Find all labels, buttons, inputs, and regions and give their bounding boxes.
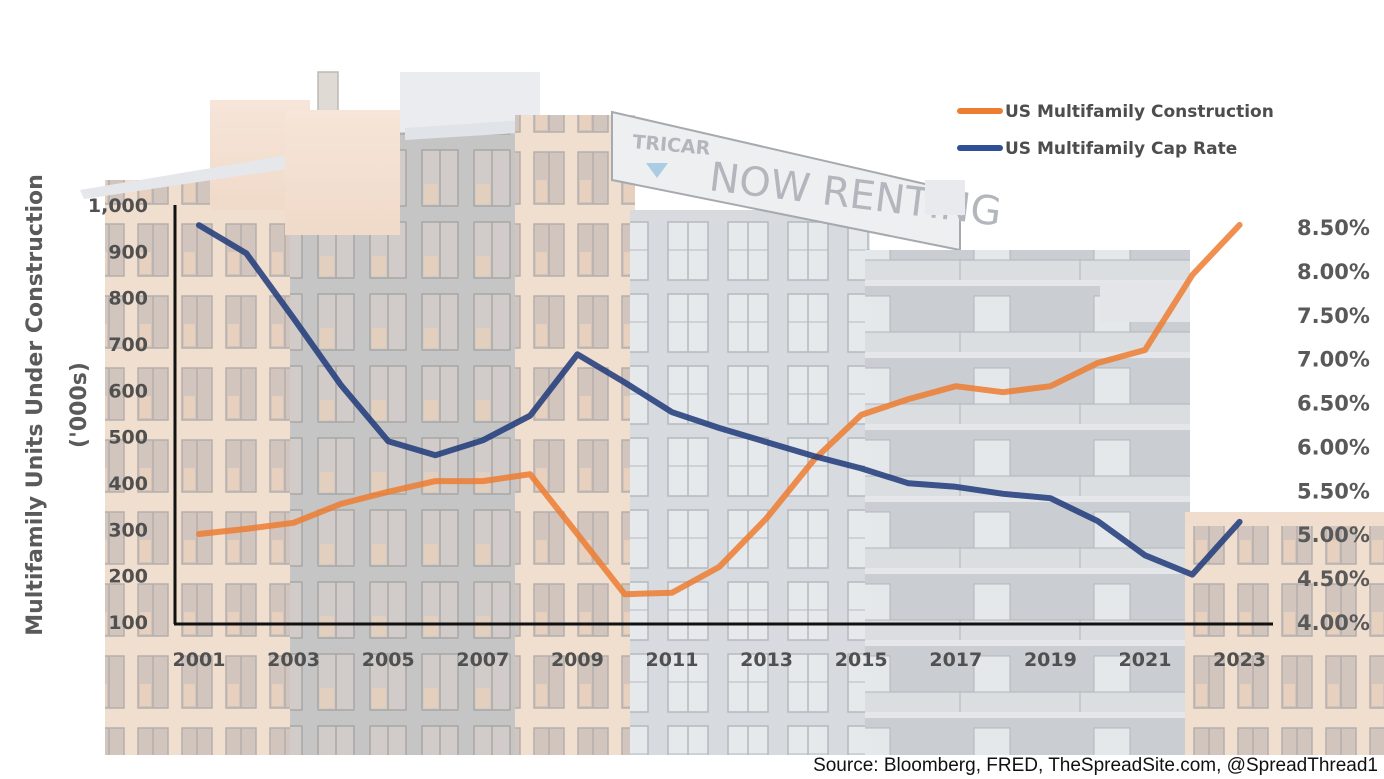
y-tick-label: 500 <box>108 427 148 449</box>
x-tick-label: 2003 <box>267 649 320 671</box>
x-tick-label: 2019 <box>1024 649 1077 671</box>
y-tick-label: 100 <box>108 612 148 634</box>
svg-text:('000s): ('000s) <box>67 362 92 448</box>
y-tick-label: 800 <box>108 288 148 310</box>
x-tick-label: 2017 <box>929 649 982 671</box>
y-tick-label: 700 <box>108 334 148 356</box>
y2-tick-label: 4.00% <box>1297 611 1370 635</box>
x-axis-labels: 2001 2003 2005 2007 2009 2011 2013 2015 2017 2019… <box>173 649 1266 671</box>
y2-tick-label: 7.00% <box>1297 348 1370 372</box>
y2-tick-label: 6.50% <box>1297 392 1370 416</box>
svg-text:US Multifamily Construction: US Multifamily Construction <box>1005 102 1274 122</box>
source-caption: Source: Bloomberg, FRED, TheSpreadSite.c… <box>813 755 1378 776</box>
x-tick-label: 2015 <box>835 649 888 671</box>
x-tick-label: 2001 <box>173 649 226 671</box>
x-tick-label: 2021 <box>1119 649 1172 671</box>
series-line-cap-rate <box>196 222 1243 578</box>
series-line-construction <box>196 221 1243 598</box>
y2-tick-label: 5.50% <box>1297 479 1370 503</box>
legend: US Multifamily Construction US Multifami… <box>957 102 1274 159</box>
y2-tick-label: 6.00% <box>1297 435 1370 459</box>
y2-tick-label: 8.50% <box>1297 216 1370 240</box>
y-tick-label: 600 <box>108 380 148 402</box>
legend-item-cap-rate: US Multifamily Cap Rate <box>957 139 1237 159</box>
x-tick-label: 2009 <box>551 649 604 671</box>
y-tick-label: 300 <box>108 519 148 541</box>
y-tick-label: 200 <box>108 566 148 588</box>
y-axis-left-labels: 1,000 900 800 700 600 500 400 300 200 100 <box>88 195 148 634</box>
x-tick-label: 2007 <box>456 649 509 671</box>
svg-text:US Multifamily Cap Rate: US Multifamily Cap Rate <box>1005 139 1237 159</box>
y2-tick-label: 5.00% <box>1297 523 1370 547</box>
x-tick-label: 2023 <box>1213 649 1266 671</box>
y-axis-title: Multifamily Units Under Construction ('0… <box>23 174 92 636</box>
y2-tick-label: 8.00% <box>1297 260 1370 284</box>
y-tick-label: 400 <box>108 473 148 495</box>
svg-text:Multifamily Units Under Constr: Multifamily Units Under Construction <box>23 174 48 636</box>
x-tick-label: 2005 <box>362 649 415 671</box>
x-tick-label: 2013 <box>740 649 793 671</box>
x-tick-label: 2011 <box>646 649 699 671</box>
y-tick-label: 1,000 <box>88 195 148 217</box>
legend-item-construction: US Multifamily Construction <box>957 102 1274 122</box>
y2-tick-label: 7.50% <box>1297 304 1370 328</box>
y-axis-right-labels: 8.50% 8.00% 7.50% 7.00% 6.50% 6.00% 5.50% 5.00%… <box>1297 216 1370 635</box>
y2-tick-label: 4.50% <box>1297 567 1370 591</box>
y-tick-label: 900 <box>108 241 148 263</box>
